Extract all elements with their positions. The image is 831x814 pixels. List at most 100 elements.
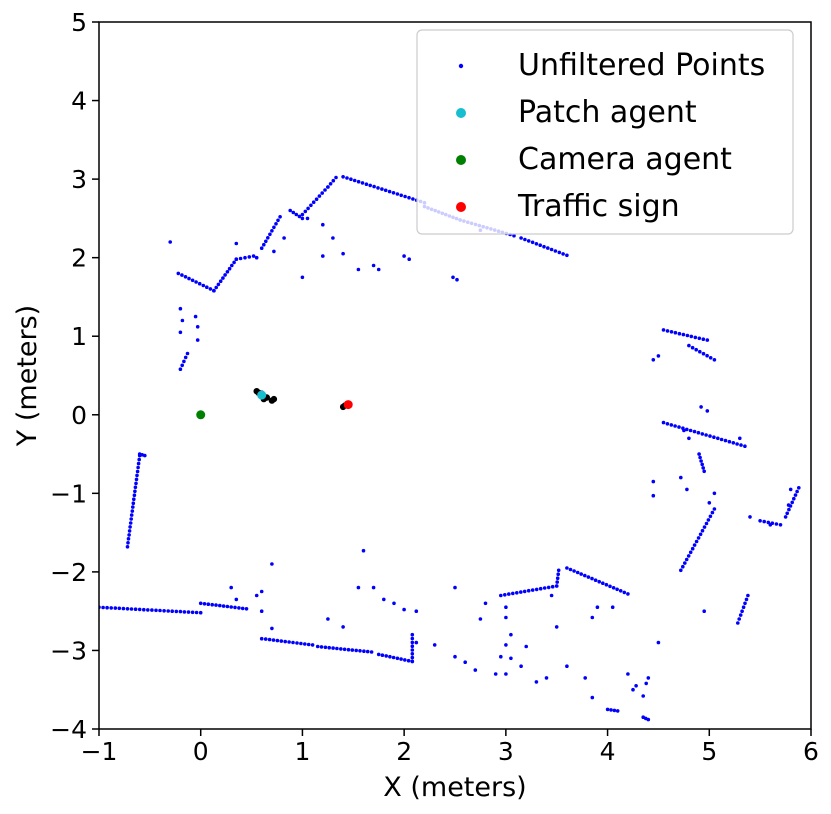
point-unfiltered-points bbox=[309, 203, 313, 208]
point-unfiltered-points bbox=[323, 188, 327, 192]
point-unfiltered-points bbox=[410, 640, 415, 645]
point-unfiltered-points bbox=[105, 605, 109, 610]
point-unfiltered-points bbox=[234, 241, 239, 246]
point-unfiltered-points bbox=[288, 208, 293, 213]
point-unfiltered-points bbox=[270, 229, 274, 233]
y-tick-label: 0 bbox=[71, 401, 87, 430]
point-unfiltered-points bbox=[183, 355, 188, 360]
point-unfiltered-points bbox=[234, 597, 239, 602]
point-unfiltered-points bbox=[342, 647, 347, 652]
point-unfiltered-points bbox=[590, 615, 595, 620]
point-unfiltered-points bbox=[783, 515, 788, 519]
y-tick-label: 1 bbox=[71, 322, 87, 351]
point-unfiltered-points bbox=[690, 546, 695, 551]
point-unfiltered-points bbox=[272, 225, 276, 230]
point-unfiltered-points bbox=[685, 487, 689, 492]
point-unfiltered-points bbox=[704, 521, 709, 526]
point-unfiltered-points bbox=[371, 263, 376, 268]
point-unfiltered-points bbox=[414, 609, 419, 613]
point-unfiltered-points bbox=[743, 601, 747, 606]
point-unfiltered-points bbox=[214, 603, 218, 607]
point-unfiltered-points bbox=[208, 287, 213, 291]
point-unfiltered-points bbox=[300, 212, 305, 217]
legend-label: Camera agent bbox=[518, 142, 732, 177]
point-unfiltered-points bbox=[646, 676, 651, 680]
point-unfiltered-points bbox=[230, 263, 234, 268]
point-unfiltered-points bbox=[263, 637, 268, 641]
point-unfiltered-points bbox=[251, 254, 256, 258]
point-unfiltered-points bbox=[499, 593, 503, 598]
point-unfiltered-points bbox=[137, 452, 142, 456]
point-unfiltered-points bbox=[259, 609, 264, 613]
point-unfiltered-points bbox=[267, 637, 272, 642]
point-unfiltered-points bbox=[201, 283, 206, 288]
point-unfiltered-points bbox=[125, 545, 130, 549]
point-unfiltered-points bbox=[371, 585, 376, 590]
point-unfiltered-points bbox=[101, 605, 105, 610]
y-tick-label: −1 bbox=[50, 479, 87, 508]
point-unfiltered-points bbox=[350, 648, 355, 652]
point-unfiltered-points bbox=[121, 606, 126, 611]
point-unfiltered-points bbox=[704, 433, 708, 437]
point-unfiltered-points bbox=[133, 485, 138, 490]
point-unfiltered-points bbox=[358, 649, 362, 653]
point-unfiltered-points bbox=[504, 605, 508, 609]
point-unfiltered-points bbox=[334, 175, 338, 180]
point-unfiltered-points bbox=[741, 605, 746, 609]
point-unfiltered-points bbox=[113, 606, 118, 610]
point-unfiltered-points bbox=[315, 644, 320, 649]
point-unfiltered-points bbox=[553, 249, 558, 253]
point-unfiltered-points bbox=[129, 517, 133, 521]
point-unfiltered-points bbox=[360, 181, 365, 185]
point-unfiltered-points bbox=[687, 343, 691, 348]
legend-label: Traffic sign bbox=[517, 189, 680, 224]
point-unfiltered-points bbox=[661, 420, 666, 425]
point-unfiltered-points bbox=[399, 193, 404, 198]
point-unfiltered-points bbox=[150, 608, 154, 612]
point-unfiltered-points bbox=[180, 318, 185, 323]
y-tick-label: 3 bbox=[71, 165, 87, 194]
point-unfiltered-points bbox=[328, 182, 333, 186]
point-unfiltered-points bbox=[586, 575, 591, 579]
point-unfiltered-points bbox=[768, 523, 773, 527]
point-unfiltered-points bbox=[583, 573, 587, 578]
point-unfiltered-points bbox=[356, 267, 361, 272]
point-unfiltered-points bbox=[354, 648, 359, 653]
point-unfiltered-points bbox=[361, 548, 366, 553]
point-unfiltered-points bbox=[707, 501, 712, 505]
point-unfiltered-points bbox=[180, 363, 184, 368]
point-unfiltered-points bbox=[511, 591, 515, 596]
point-unfiltered-points bbox=[615, 709, 620, 713]
point-unfiltered-points bbox=[182, 359, 186, 364]
point-unfiltered-points bbox=[615, 587, 619, 592]
point-unfiltered-points bbox=[234, 257, 239, 262]
point-unfiltered-points bbox=[270, 626, 274, 631]
point-unfiltered-points bbox=[186, 610, 191, 614]
point-unfiltered-points bbox=[593, 578, 598, 582]
point-unfiltered-points bbox=[392, 601, 396, 606]
point-unfiltered-points bbox=[499, 654, 503, 659]
point-unfiltered-points bbox=[331, 236, 335, 240]
point-unfiltered-points bbox=[410, 644, 415, 648]
point-unfiltered-points bbox=[291, 640, 295, 645]
point-unfiltered-points bbox=[356, 179, 361, 184]
point-unfiltered-points bbox=[202, 602, 207, 606]
point-unfiltered-points bbox=[739, 443, 743, 447]
point-unfiltered-points bbox=[407, 195, 411, 200]
point-unfiltered-points bbox=[679, 475, 683, 480]
point-unfiltered-points bbox=[254, 255, 259, 260]
point-unfiltered-points bbox=[530, 240, 535, 245]
point-unfiltered-points bbox=[738, 436, 742, 441]
point-unfiltered-points bbox=[264, 239, 268, 244]
point-unfiltered-points bbox=[766, 520, 771, 525]
x-axis: −1 0 1 2 3 4 5 6 bbox=[81, 729, 819, 766]
point-unfiltered-points bbox=[738, 613, 743, 617]
point-unfiltered-points bbox=[383, 188, 388, 193]
point-unfiltered-points bbox=[126, 537, 131, 541]
point-unfiltered-points bbox=[793, 493, 798, 497]
point-unfiltered-points bbox=[534, 680, 539, 684]
point-unfiltered-points bbox=[274, 222, 278, 226]
y-axis-label: Y (meters) bbox=[12, 305, 43, 447]
point-unfiltered-points bbox=[306, 642, 311, 647]
point-unfiltered-points bbox=[712, 358, 717, 362]
